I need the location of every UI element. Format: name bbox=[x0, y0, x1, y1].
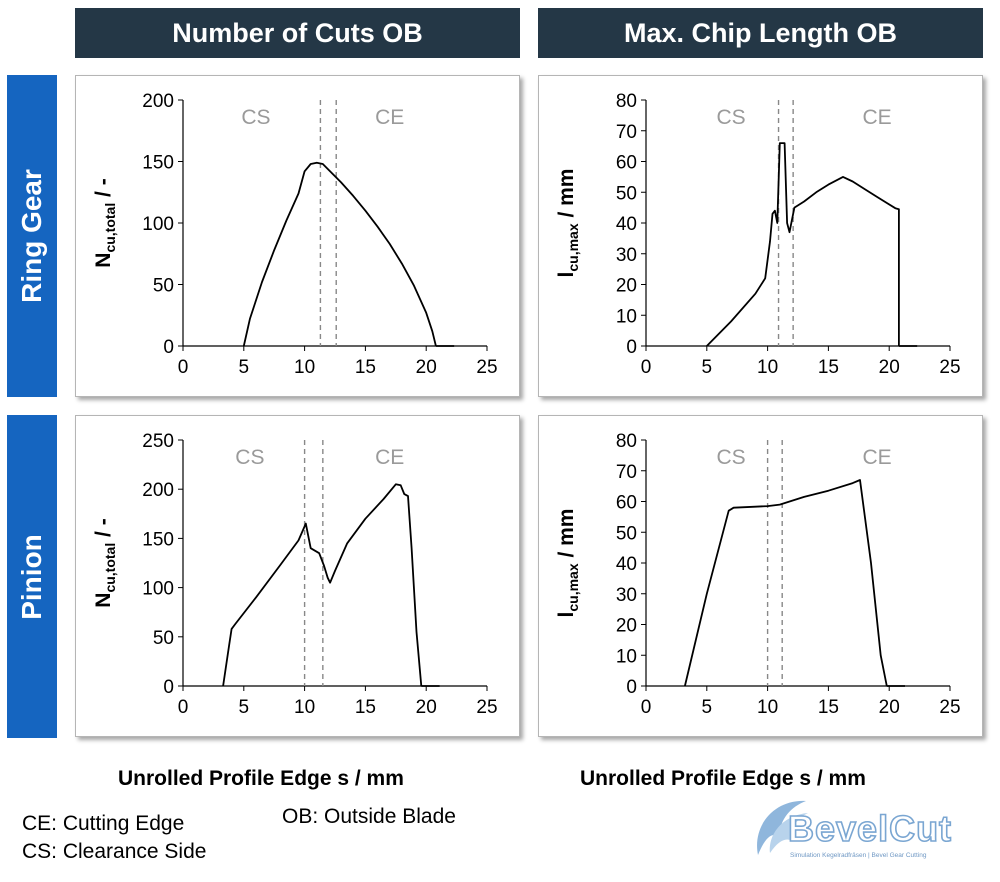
y-tick-label: 30 bbox=[616, 585, 637, 606]
x-tick-label: 25 bbox=[939, 697, 960, 718]
header-max-chip-length: Max. Chip Length OB bbox=[538, 8, 983, 58]
y-tick-label: 30 bbox=[616, 245, 637, 266]
chart-panel-pinion-chip: 0 10 20 30 40 50 60 70 80 0 5 10 15 20 25 CS CE lcu,max /… bbox=[538, 415, 983, 737]
x-axis-label-right: Unrolled Profile Edge s / mm bbox=[580, 767, 866, 790]
series-line bbox=[684, 479, 888, 687]
zone-label-cs: CS bbox=[241, 106, 270, 129]
x-tick-label: 25 bbox=[939, 357, 960, 378]
x-tick-label: 15 bbox=[355, 697, 376, 718]
row-label-pinion-text: Pinion bbox=[16, 533, 47, 620]
x-tick-label: 15 bbox=[355, 357, 376, 378]
y-tick-label: 50 bbox=[153, 276, 174, 297]
x-tick-label: 10 bbox=[757, 357, 778, 378]
header-number-of-cuts-text: Number of Cuts OB bbox=[172, 17, 423, 48]
y-tick-label: 70 bbox=[616, 122, 637, 143]
y-tick-label: 20 bbox=[616, 616, 637, 637]
zone-label-ce: CE bbox=[862, 446, 891, 469]
x-tick-label: 20 bbox=[879, 697, 900, 718]
y-tick-label: 150 bbox=[142, 529, 174, 550]
chart-ring-gear-chip: 0 10 20 30 40 50 60 70 80 0 5 10 15 20 25 CS CE lcu,max /… bbox=[555, 91, 961, 378]
x-tick-label: 0 bbox=[641, 697, 652, 718]
y-tick-label: 0 bbox=[163, 337, 174, 358]
chart-panel-pinion-cuts: 0 50 100 150 200 250 0 5 10 15 20 25 CS CE Ncu,total /… bbox=[75, 415, 520, 737]
x-tick-label: 10 bbox=[294, 697, 315, 718]
y-tick-label: 80 bbox=[616, 431, 637, 452]
y-tick-label: 80 bbox=[616, 91, 637, 112]
y-axis-label: lcu,max / mm bbox=[555, 169, 581, 278]
legend-clearance-side: CS: Clearance Side bbox=[22, 840, 207, 863]
y-axis-label: Ncu,total / - bbox=[92, 178, 118, 267]
x-tick-label: 5 bbox=[702, 357, 713, 378]
chart-ring-gear-cuts: 0 50 100 150 200 0 5 10 15 20 25 CS CE Ncu,total / - bbox=[92, 91, 498, 378]
y-axis-label: lcu,max / mm bbox=[555, 509, 581, 618]
x-tick-label: 25 bbox=[476, 697, 497, 718]
legend-cutting-edge: CE: Cutting Edge bbox=[22, 812, 185, 835]
y-tick-label: 70 bbox=[616, 462, 637, 483]
y-tick-label: 60 bbox=[616, 493, 637, 514]
y-tick-label: 60 bbox=[616, 153, 637, 174]
y-tick-label: 40 bbox=[616, 214, 637, 235]
y-axis-label: Ncu,total / - bbox=[92, 518, 118, 607]
header-max-chip-length-text: Max. Chip Length OB bbox=[624, 17, 897, 48]
y-tick-label: 50 bbox=[616, 183, 637, 204]
y-tick-label: 10 bbox=[616, 306, 637, 327]
bevelcut-logo-text: BevelCut bbox=[788, 808, 952, 849]
chart-pinion-cuts: 0 50 100 150 200 250 0 5 10 15 20 25 CS CE Ncu,total /… bbox=[92, 431, 498, 718]
x-tick-label: 20 bbox=[416, 357, 437, 378]
y-tick-label: 200 bbox=[142, 91, 174, 112]
row-label-pinion: Pinion bbox=[7, 415, 57, 738]
bevelcut-logo: BevelCut Simulation Kegelradfräsen | Bev… bbox=[757, 800, 952, 859]
y-tick-label: 150 bbox=[142, 153, 174, 174]
bevelcut-logo-tagline: Simulation Kegelradfräsen | Bevel Gear C… bbox=[790, 852, 927, 859]
zone-label-cs: CS bbox=[717, 106, 746, 129]
x-tick-label: 0 bbox=[178, 357, 189, 378]
legend-outside-blade: OB: Outside Blade bbox=[282, 805, 456, 828]
zone-label-ce: CE bbox=[375, 106, 404, 129]
y-tick-label: 40 bbox=[616, 554, 637, 575]
series-line bbox=[242, 161, 437, 347]
y-tick-label: 100 bbox=[142, 579, 174, 600]
y-tick-label: 250 bbox=[142, 431, 174, 452]
row-label-ring-gear-text: Ring Gear bbox=[16, 169, 47, 303]
x-tick-label: 10 bbox=[294, 357, 315, 378]
bevelcut-logo-swirl-icon bbox=[757, 800, 808, 855]
chart-panel-ring-gear-cuts: 0 50 100 150 200 0 5 10 15 20 25 CS CE Ncu,total / - bbox=[75, 75, 520, 397]
header-number-of-cuts: Number of Cuts OB bbox=[75, 8, 520, 58]
y-tick-label: 10 bbox=[616, 646, 637, 667]
x-tick-label: 15 bbox=[818, 357, 839, 378]
y-tick-label: 0 bbox=[626, 337, 637, 358]
x-tick-label: 15 bbox=[818, 697, 839, 718]
x-tick-label: 20 bbox=[416, 697, 437, 718]
zone-label-ce: CE bbox=[862, 106, 891, 129]
x-tick-label: 0 bbox=[641, 357, 652, 378]
zone-label-cs: CS bbox=[717, 446, 746, 469]
x-tick-label: 20 bbox=[879, 357, 900, 378]
y-tick-label: 100 bbox=[142, 214, 174, 235]
x-tick-label: 5 bbox=[702, 697, 713, 718]
x-tick-label: 5 bbox=[239, 357, 250, 378]
zone-label-cs: CS bbox=[235, 446, 264, 469]
y-tick-label: 20 bbox=[616, 276, 637, 297]
x-tick-label: 25 bbox=[476, 357, 497, 378]
y-tick-label: 200 bbox=[142, 480, 174, 501]
x-tick-label: 5 bbox=[239, 697, 250, 718]
x-tick-label: 10 bbox=[757, 697, 778, 718]
row-label-ring-gear: Ring Gear bbox=[7, 75, 57, 397]
x-tick-label: 0 bbox=[178, 697, 189, 718]
chart-panel-ring-gear-chip: 0 10 20 30 40 50 60 70 80 0 5 10 15 20 25 CS CE lcu,max /… bbox=[538, 75, 983, 397]
series-line bbox=[222, 483, 423, 687]
y-tick-label: 0 bbox=[163, 677, 174, 698]
y-tick-label: 0 bbox=[626, 677, 637, 698]
series-line bbox=[706, 142, 900, 347]
chart-pinion-chip: 0 10 20 30 40 50 60 70 80 0 5 10 15 20 25 CS CE lcu,max /… bbox=[555, 431, 961, 718]
x-axis-label-left: Unrolled Profile Edge s / mm bbox=[118, 767, 404, 790]
y-tick-label: 50 bbox=[616, 523, 637, 544]
y-tick-label: 50 bbox=[153, 628, 174, 649]
zone-label-ce: CE bbox=[375, 446, 404, 469]
